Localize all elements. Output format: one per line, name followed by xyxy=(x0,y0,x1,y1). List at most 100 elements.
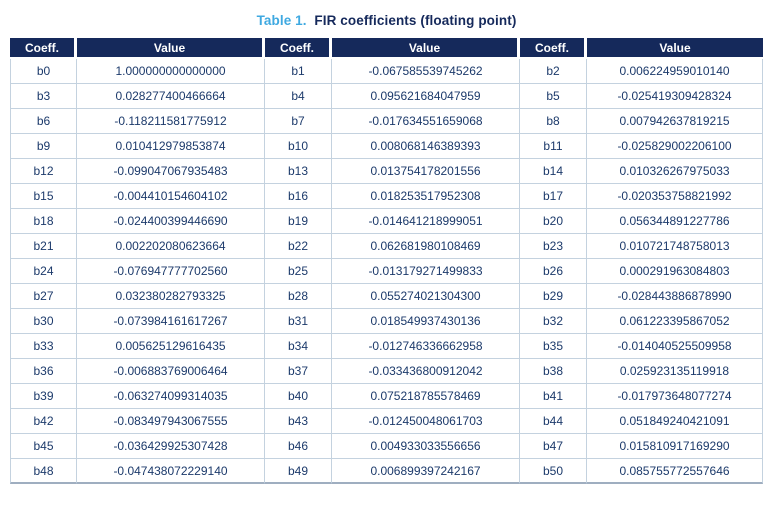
value-cell: -0.014040525509958 xyxy=(587,334,763,359)
coeff-cell: b36 xyxy=(10,359,77,384)
coeff-cell: b2 xyxy=(520,59,587,84)
coeff-cell: b31 xyxy=(265,309,332,334)
table-row: b27 0.032380282793325 b28 0.055274021304300… xyxy=(10,284,763,309)
coeff-cell: b8 xyxy=(520,109,587,134)
value-cell: 0.085755772557646 xyxy=(587,459,763,484)
value-cell: 0.015810917169290 xyxy=(587,434,763,459)
coeff-cell: b45 xyxy=(10,434,77,459)
coeff-cell: b28 xyxy=(265,284,332,309)
coeff-cell: b14 xyxy=(520,159,587,184)
column-header-coeff-1: Coeff. xyxy=(10,38,77,59)
table-header-row: Coeff. Value Coeff. Value Coeff. Value xyxy=(10,38,763,59)
coeff-cell: b4 xyxy=(265,84,332,109)
coeff-cell: b11 xyxy=(520,134,587,159)
column-header-coeff-2: Coeff. xyxy=(265,38,332,59)
value-cell: 0.004933033556656 xyxy=(332,434,520,459)
table-row: b15 -0.004410154604102 b16 0.01825351795230… xyxy=(10,184,763,209)
coeff-cell: b17 xyxy=(520,184,587,209)
table-row: b12 -0.099047067935483 b13 0.01375417820155… xyxy=(10,159,763,184)
coeff-cell: b18 xyxy=(10,209,77,234)
coeff-cell: b37 xyxy=(265,359,332,384)
table-row: b3 0.028277400466664 b4 0.095621684047959 b5… xyxy=(10,84,763,109)
value-cell: 0.018549937430136 xyxy=(332,309,520,334)
value-cell: 0.008068146389393 xyxy=(332,134,520,159)
value-cell: 0.013754178201556 xyxy=(332,159,520,184)
coeff-cell: b16 xyxy=(265,184,332,209)
value-cell: -0.012450048061703 xyxy=(332,409,520,434)
value-cell: 0.095621684047959 xyxy=(332,84,520,109)
coeff-cell: b33 xyxy=(10,334,77,359)
coeff-cell: b12 xyxy=(10,159,77,184)
value-cell: 0.028277400466664 xyxy=(77,84,265,109)
coeff-cell: b19 xyxy=(265,209,332,234)
value-cell: -0.024400399446690 xyxy=(77,209,265,234)
value-cell: -0.006883769006464 xyxy=(77,359,265,384)
coeff-cell: b44 xyxy=(520,409,587,434)
coeff-cell: b30 xyxy=(10,309,77,334)
value-cell: -0.025829002206100 xyxy=(587,134,763,159)
value-cell: -0.020353758821992 xyxy=(587,184,763,209)
table-row: b18 -0.024400399446690 b19 -0.0146412189990… xyxy=(10,209,763,234)
value-cell: 0.010326267975033 xyxy=(587,159,763,184)
coeff-cell: b20 xyxy=(520,209,587,234)
coeff-cell: b29 xyxy=(520,284,587,309)
coeff-cell: b40 xyxy=(265,384,332,409)
coeff-cell: b24 xyxy=(10,259,77,284)
value-cell: -0.083497943067555 xyxy=(77,409,265,434)
coeff-cell: b6 xyxy=(10,109,77,134)
value-cell: -0.013179271499833 xyxy=(332,259,520,284)
coeff-cell: b23 xyxy=(520,234,587,259)
value-cell: 0.075218785578469 xyxy=(332,384,520,409)
coeff-cell: b34 xyxy=(265,334,332,359)
value-cell: -0.012746336662958 xyxy=(332,334,520,359)
value-cell: -0.118211581775912 xyxy=(77,109,265,134)
coeff-cell: b32 xyxy=(520,309,587,334)
table-title-text: FIR coefficients (floating point) xyxy=(314,13,517,28)
coeff-cell: b9 xyxy=(10,134,77,159)
value-cell: 0.062681980108469 xyxy=(332,234,520,259)
coeff-cell: b39 xyxy=(10,384,77,409)
value-cell: 0.056344891227786 xyxy=(587,209,763,234)
table-row: b9 0.010412979853874 b10 0.008068146389393 b… xyxy=(10,134,763,159)
coeff-cell: b27 xyxy=(10,284,77,309)
fir-coefficients-table: Coeff. Value Coeff. Value Coeff. Value b… xyxy=(10,38,763,484)
value-cell: -0.017634551659068 xyxy=(332,109,520,134)
coeff-cell: b47 xyxy=(520,434,587,459)
value-cell: -0.025419309428324 xyxy=(587,84,763,109)
coeff-cell: b46 xyxy=(265,434,332,459)
coeff-cell: b5 xyxy=(520,84,587,109)
table-title: Table 1. FIR coefficients (floating poin… xyxy=(0,13,773,28)
value-cell: -0.036429925307428 xyxy=(77,434,265,459)
coeff-cell: b35 xyxy=(520,334,587,359)
coeff-cell: b41 xyxy=(520,384,587,409)
value-cell: 0.032380282793325 xyxy=(77,284,265,309)
value-cell: 0.006899397242167 xyxy=(332,459,520,484)
coeff-cell: b48 xyxy=(10,459,77,484)
value-cell: 0.010412979853874 xyxy=(77,134,265,159)
value-cell: -0.073984161617267 xyxy=(77,309,265,334)
value-cell: -0.004410154604102 xyxy=(77,184,265,209)
coeff-cell: b10 xyxy=(265,134,332,159)
column-header-value-3: Value xyxy=(587,38,763,59)
value-cell: 0.025923135119918 xyxy=(587,359,763,384)
coeff-cell: b49 xyxy=(265,459,332,484)
coeff-cell: b21 xyxy=(10,234,77,259)
value-cell: -0.063274099314035 xyxy=(77,384,265,409)
coeff-cell: b3 xyxy=(10,84,77,109)
value-cell: 0.061223395867052 xyxy=(587,309,763,334)
value-cell: 0.051849240421091 xyxy=(587,409,763,434)
value-cell: -0.028443886878990 xyxy=(587,284,763,309)
value-cell: 0.006224959010140 xyxy=(587,59,763,84)
value-cell: -0.017973648077274 xyxy=(587,384,763,409)
value-cell: -0.067585539745262 xyxy=(332,59,520,84)
value-cell: 0.007942637819215 xyxy=(587,109,763,134)
table-row: b33 0.005625129616435 b34 -0.01274633666295… xyxy=(10,334,763,359)
value-cell: 0.002202080623664 xyxy=(77,234,265,259)
value-cell: 0.005625129616435 xyxy=(77,334,265,359)
value-cell: 0.018253517952308 xyxy=(332,184,520,209)
coeff-cell: b15 xyxy=(10,184,77,209)
table-row: b0 1.000000000000000 b1 -0.067585539745262 b… xyxy=(10,59,763,84)
column-header-value-1: Value xyxy=(77,38,265,59)
value-cell: -0.033436800912042 xyxy=(332,359,520,384)
